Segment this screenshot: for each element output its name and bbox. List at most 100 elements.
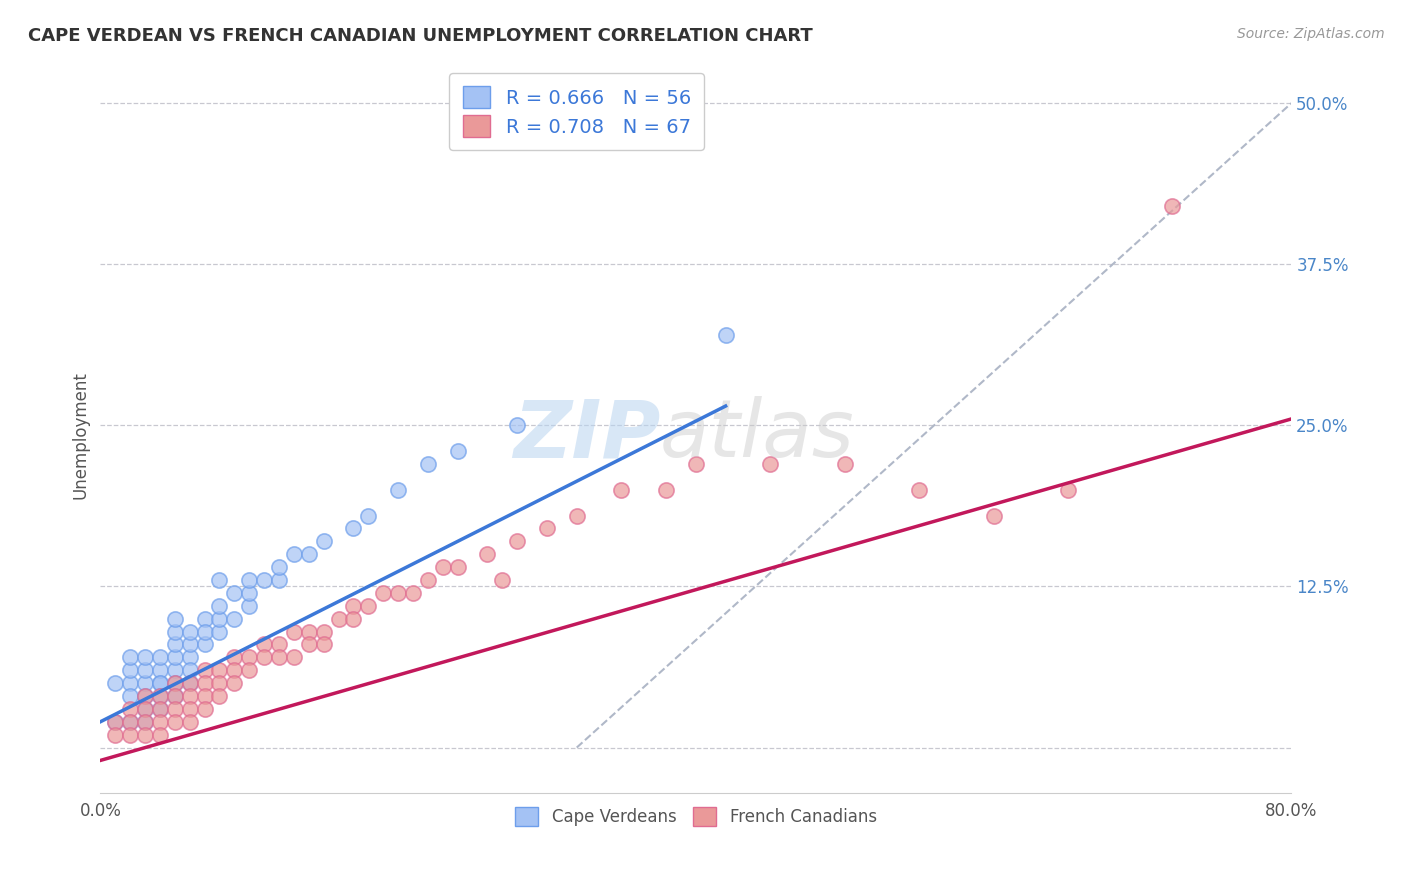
Point bbox=[267, 637, 290, 651]
Point bbox=[328, 612, 350, 626]
Point bbox=[208, 599, 231, 613]
Point bbox=[238, 573, 260, 587]
Point bbox=[163, 650, 186, 665]
Point bbox=[104, 676, 127, 690]
Point bbox=[193, 689, 215, 703]
Point bbox=[387, 586, 409, 600]
Point bbox=[179, 702, 201, 716]
Point bbox=[134, 714, 156, 729]
Point bbox=[685, 457, 707, 471]
Point bbox=[342, 599, 364, 613]
Point bbox=[1161, 199, 1184, 213]
Point bbox=[506, 534, 529, 549]
Point bbox=[224, 586, 246, 600]
Point bbox=[224, 612, 246, 626]
Point bbox=[179, 676, 201, 690]
Point bbox=[357, 599, 380, 613]
Point bbox=[163, 637, 186, 651]
Point bbox=[120, 650, 142, 665]
Point bbox=[193, 663, 215, 677]
Point bbox=[149, 728, 172, 742]
Text: Source: ZipAtlas.com: Source: ZipAtlas.com bbox=[1237, 27, 1385, 41]
Point bbox=[179, 676, 201, 690]
Point bbox=[134, 650, 156, 665]
Point bbox=[416, 457, 439, 471]
Point bbox=[163, 689, 186, 703]
Point bbox=[402, 586, 425, 600]
Point bbox=[120, 714, 142, 729]
Point bbox=[312, 624, 335, 639]
Point bbox=[208, 612, 231, 626]
Point bbox=[149, 702, 172, 716]
Point bbox=[224, 663, 246, 677]
Point bbox=[446, 560, 468, 574]
Point bbox=[238, 599, 260, 613]
Point bbox=[610, 483, 633, 497]
Point bbox=[134, 714, 156, 729]
Point bbox=[342, 521, 364, 535]
Point bbox=[179, 714, 201, 729]
Point bbox=[163, 676, 186, 690]
Point bbox=[373, 586, 395, 600]
Point bbox=[179, 689, 201, 703]
Point bbox=[387, 483, 409, 497]
Point bbox=[179, 650, 201, 665]
Point bbox=[267, 560, 290, 574]
Point bbox=[163, 663, 186, 677]
Point bbox=[134, 676, 156, 690]
Point bbox=[565, 508, 588, 523]
Point bbox=[298, 624, 321, 639]
Point bbox=[149, 650, 172, 665]
Point bbox=[193, 637, 215, 651]
Point bbox=[104, 714, 127, 729]
Point bbox=[120, 676, 142, 690]
Point bbox=[134, 702, 156, 716]
Point bbox=[834, 457, 856, 471]
Point bbox=[283, 650, 305, 665]
Point bbox=[134, 728, 156, 742]
Point bbox=[983, 508, 1005, 523]
Point bbox=[208, 663, 231, 677]
Point bbox=[238, 663, 260, 677]
Point bbox=[120, 689, 142, 703]
Point bbox=[357, 508, 380, 523]
Point bbox=[208, 689, 231, 703]
Point bbox=[149, 676, 172, 690]
Point bbox=[267, 650, 290, 665]
Point bbox=[253, 650, 276, 665]
Point bbox=[163, 714, 186, 729]
Point bbox=[312, 534, 335, 549]
Point bbox=[238, 586, 260, 600]
Point bbox=[714, 328, 737, 343]
Point bbox=[104, 714, 127, 729]
Text: CAPE VERDEAN VS FRENCH CANADIAN UNEMPLOYMENT CORRELATION CHART: CAPE VERDEAN VS FRENCH CANADIAN UNEMPLOY… bbox=[28, 27, 813, 45]
Point bbox=[224, 676, 246, 690]
Point bbox=[104, 728, 127, 742]
Point bbox=[446, 444, 468, 458]
Point bbox=[163, 624, 186, 639]
Point bbox=[149, 689, 172, 703]
Point bbox=[179, 663, 201, 677]
Point bbox=[149, 663, 172, 677]
Point bbox=[163, 612, 186, 626]
Point bbox=[759, 457, 782, 471]
Point bbox=[1057, 483, 1080, 497]
Point bbox=[238, 650, 260, 665]
Point bbox=[193, 612, 215, 626]
Point bbox=[253, 573, 276, 587]
Text: atlas: atlas bbox=[659, 396, 855, 474]
Point bbox=[655, 483, 678, 497]
Point bbox=[163, 676, 186, 690]
Point bbox=[267, 573, 290, 587]
Point bbox=[163, 702, 186, 716]
Legend: Cape Verdeans, French Canadians: Cape Verdeans, French Canadians bbox=[506, 799, 886, 834]
Point bbox=[149, 702, 172, 716]
Point bbox=[432, 560, 454, 574]
Point bbox=[134, 702, 156, 716]
Point bbox=[298, 547, 321, 561]
Point bbox=[312, 637, 335, 651]
Point bbox=[134, 689, 156, 703]
Point bbox=[342, 612, 364, 626]
Point bbox=[149, 689, 172, 703]
Point bbox=[134, 663, 156, 677]
